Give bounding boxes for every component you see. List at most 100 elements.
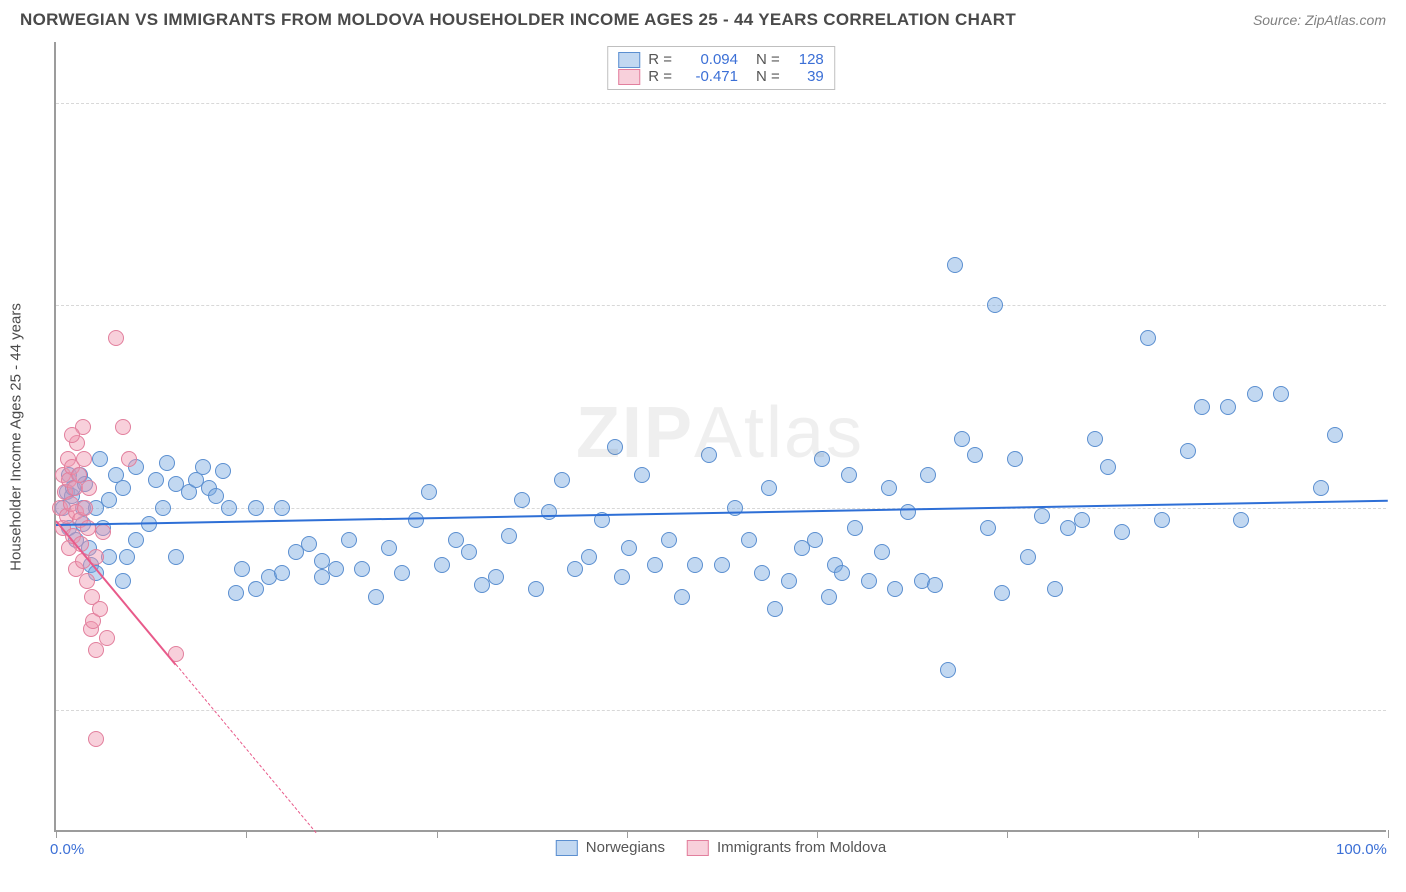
series-legend-item: Norwegians — [556, 839, 665, 856]
series-legend-label: Norwegians — [586, 839, 665, 856]
y-tick-label: $50,000 — [1396, 702, 1406, 719]
scatter-point — [900, 504, 916, 520]
scatter-point — [368, 589, 384, 605]
scatter-point — [408, 512, 424, 528]
scatter-point — [607, 439, 623, 455]
scatter-point — [847, 520, 863, 536]
legend-swatch — [687, 840, 709, 856]
x-tick-label: 0.0% — [50, 841, 84, 858]
scatter-point — [1074, 512, 1090, 528]
legend-r-value: 0.094 — [680, 51, 738, 68]
legend-r-value: -0.471 — [680, 68, 738, 85]
x-tick — [437, 830, 438, 838]
scatter-point — [95, 524, 111, 540]
scatter-point — [148, 472, 164, 488]
scatter-point — [881, 480, 897, 496]
scatter-point — [994, 585, 1010, 601]
scatter-point — [121, 451, 137, 467]
scatter-point — [634, 467, 650, 483]
scatter-point — [115, 480, 131, 496]
scatter-point — [1154, 512, 1170, 528]
scatter-point — [155, 500, 171, 516]
scatter-point — [1180, 443, 1196, 459]
scatter-point — [76, 451, 92, 467]
scatter-point — [647, 557, 663, 573]
scatter-point — [1140, 330, 1156, 346]
y-tick-label: $100,000 — [1396, 499, 1406, 516]
legend-n-label: N = — [756, 68, 780, 85]
scatter-point — [234, 561, 250, 577]
series-legend-item: Immigrants from Moldova — [687, 839, 886, 856]
legend-swatch — [556, 840, 578, 856]
scatter-point — [980, 520, 996, 536]
scatter-point — [77, 500, 93, 516]
scatter-point — [99, 630, 115, 646]
scatter-point — [274, 500, 290, 516]
scatter-point — [940, 662, 956, 678]
scatter-point — [567, 561, 583, 577]
scatter-point — [528, 581, 544, 597]
scatter-point — [394, 565, 410, 581]
scatter-point — [927, 577, 943, 593]
scatter-point — [1114, 524, 1130, 540]
scatter-point — [761, 480, 777, 496]
scatter-point — [541, 504, 557, 520]
scatter-point — [947, 257, 963, 273]
scatter-point — [488, 569, 504, 585]
scatter-point — [79, 573, 95, 589]
scatter-point — [1313, 480, 1329, 496]
scatter-point — [834, 565, 850, 581]
scatter-point — [1247, 386, 1263, 402]
gridline-h — [56, 710, 1386, 711]
scatter-point — [274, 565, 290, 581]
scatter-point — [221, 500, 237, 516]
scatter-point — [967, 447, 983, 463]
correlation-legend-row: R =0.094N =128 — [618, 51, 824, 68]
x-tick — [627, 830, 628, 838]
legend-swatch — [618, 69, 640, 85]
trend-line — [55, 520, 176, 665]
scatter-point — [434, 557, 450, 573]
scatter-point — [841, 467, 857, 483]
scatter-point — [341, 532, 357, 548]
scatter-point — [108, 330, 124, 346]
scatter-point — [168, 549, 184, 565]
plot-area: Householder Income Ages 25 - 44 years $5… — [54, 42, 1386, 832]
series-legend: Norwegians Immigrants from Moldova — [556, 839, 886, 856]
scatter-point — [92, 451, 108, 467]
scatter-point — [661, 532, 677, 548]
scatter-point — [821, 589, 837, 605]
scatter-point — [354, 561, 370, 577]
scatter-point — [88, 731, 104, 747]
y-tick-label: $200,000 — [1396, 94, 1406, 111]
scatter-point — [987, 297, 1003, 313]
scatter-point — [954, 431, 970, 447]
scatter-point — [159, 455, 175, 471]
scatter-point — [674, 589, 690, 605]
gridline-h — [56, 305, 1386, 306]
scatter-point — [687, 557, 703, 573]
scatter-point — [208, 488, 224, 504]
correlation-legend: R =0.094N =128R =-0.471N =39 — [607, 46, 835, 90]
legend-n-label: N = — [756, 51, 780, 68]
scatter-point — [554, 472, 570, 488]
scatter-point — [781, 573, 797, 589]
scatter-point — [119, 549, 135, 565]
scatter-point — [920, 467, 936, 483]
scatter-point — [301, 536, 317, 552]
scatter-point — [767, 601, 783, 617]
scatter-point — [1220, 399, 1236, 415]
scatter-point — [461, 544, 477, 560]
scatter-point — [1020, 549, 1036, 565]
scatter-point — [195, 459, 211, 475]
x-tick — [56, 830, 57, 838]
scatter-point — [215, 463, 231, 479]
scatter-point — [228, 585, 244, 601]
scatter-point — [128, 532, 144, 548]
x-tick-label: 100.0% — [1336, 841, 1387, 858]
gridline-h — [56, 103, 1386, 104]
scatter-point — [1034, 508, 1050, 524]
scatter-point — [861, 573, 877, 589]
scatter-point — [1194, 399, 1210, 415]
scatter-point — [101, 492, 117, 508]
